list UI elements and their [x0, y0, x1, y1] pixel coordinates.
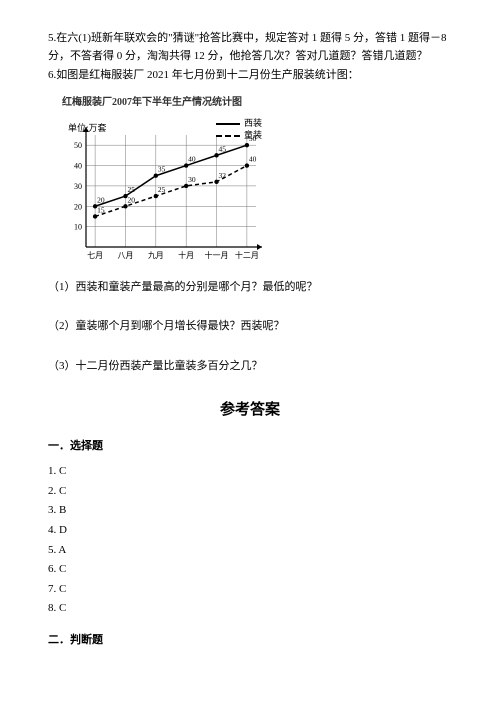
svg-text:20: 20 [74, 202, 82, 211]
answer-item: 1. C [48, 463, 452, 481]
svg-text:15: 15 [97, 205, 105, 214]
svg-text:35: 35 [158, 165, 166, 174]
answer-list: 1. C 2. C3. B 4. D 5. A6. C 7. C8. C [48, 463, 452, 618]
answer-item: 8. C [48, 600, 452, 618]
svg-text:30: 30 [188, 175, 196, 184]
sub-question-1: （1）西装和童装产量最高的分别是哪个月？最低的呢？ [48, 279, 452, 297]
section-1-head: 一．选择题 [48, 438, 452, 456]
svg-text:20: 20 [97, 195, 105, 204]
legend-solid-label: 西装 [244, 118, 262, 128]
answer-item: 5. A [48, 542, 452, 560]
svg-text:十二月: 十二月 [235, 250, 259, 260]
legend-solid-icon [216, 123, 240, 125]
svg-text:十月: 十月 [178, 250, 194, 260]
legend-dash-icon [216, 135, 240, 137]
svg-text:十一月: 十一月 [205, 250, 229, 260]
svg-text:40: 40 [249, 154, 257, 163]
svg-text:10: 10 [74, 222, 82, 231]
sub-question-3: （3）十二月份西装产量比童装多百分之几？ [48, 358, 452, 376]
svg-text:32: 32 [219, 171, 227, 180]
svg-text:九月: 九月 [148, 251, 164, 260]
svg-text:七月: 七月 [87, 251, 103, 260]
chart-legend: 西装 童装 [216, 117, 262, 142]
legend-dash-label: 童装 [244, 130, 262, 140]
svg-text:八月: 八月 [117, 251, 133, 260]
answer-item: 4. D [48, 522, 452, 540]
answer-item: 6. C [48, 561, 452, 579]
line-chart: 1020304050七月八月九月十月十一月十二月2025354045501520… [58, 115, 268, 265]
svg-text:20: 20 [127, 195, 135, 204]
svg-text:40: 40 [188, 154, 196, 163]
question-5: 5.在六(1)班新年联欢会的"猜谜"抢答比赛中，规定答对 1 题得 5 分，答错… [48, 30, 452, 65]
answer-item: 7. C [48, 581, 452, 599]
answers-title: 参考答案 [48, 398, 452, 422]
svg-text:25: 25 [127, 185, 135, 194]
chart-unit-label: 单位:万套 [68, 121, 107, 135]
svg-text:45: 45 [219, 144, 227, 153]
svg-text:40: 40 [74, 161, 82, 170]
section-2-head: 二．判断题 [48, 632, 452, 650]
chart-container: 红梅服装厂2007年下半年生产情况统计图 10 20 30 40 50 七月 八月 九月 十月 十… [58, 95, 452, 265]
svg-text:30: 30 [74, 182, 82, 191]
question-6: 6.如图是红梅服装厂 2021 年七月份到十二月份生产服装统计图： [48, 67, 452, 85]
sub-questions: （1）西装和童装产量最高的分别是哪个月？最低的呢？ （2）童装哪个月到哪个月增长… [48, 279, 452, 376]
answer-item: 3. B [48, 502, 452, 520]
chart-title: 红梅服装厂2007年下半年生产情况统计图 [62, 95, 452, 111]
svg-text:25: 25 [158, 185, 166, 194]
svg-text:50: 50 [74, 141, 82, 150]
answer-item: 2. C [48, 483, 452, 501]
sub-question-2: （2）童装哪个月到哪个月增长得最快？西装呢？ [48, 318, 452, 336]
